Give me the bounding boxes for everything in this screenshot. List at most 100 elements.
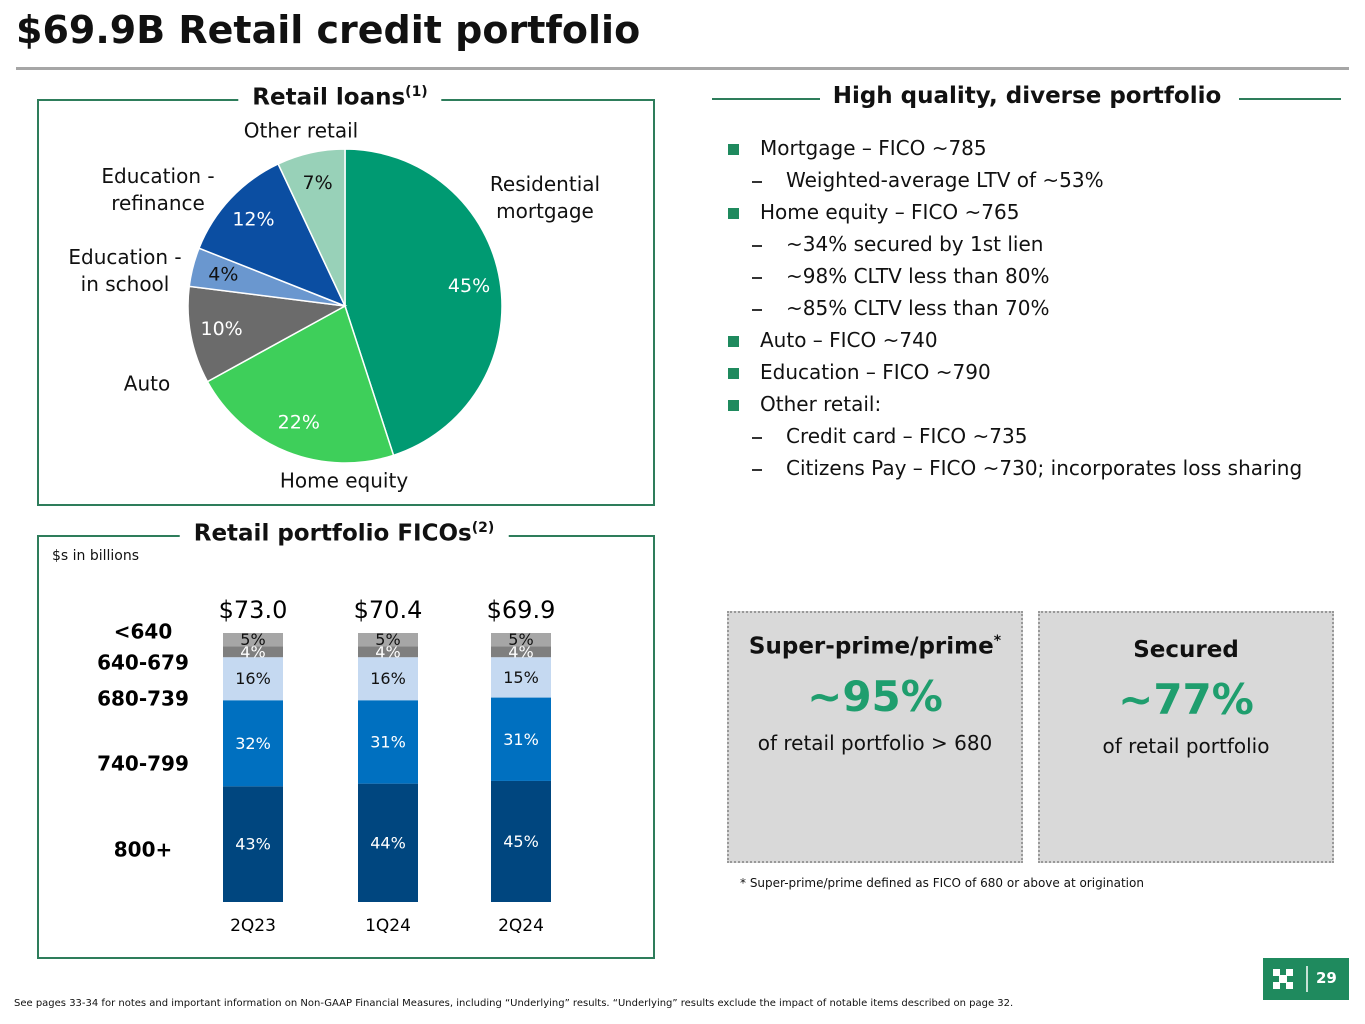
bar-segment [223,786,283,902]
segment-label: 31% [503,730,539,749]
bar-segment [491,780,551,902]
box-stat: ~77% [1118,675,1254,724]
legend-label: 640-679 [97,651,189,675]
segment-label: 4% [375,642,400,661]
bullet-text: Education – FICO ~790 [760,360,991,384]
bullet-dash [752,181,762,183]
box-caption: of retail portfolio [1102,734,1270,758]
title-text: Super-prime/prime [748,633,994,660]
box-footnote: * Super-prime/prime defined as FICO of 6… [740,876,1144,890]
bar-segment [358,700,418,784]
segment-label: 5% [240,630,265,649]
pie-slice [187,285,348,383]
segment-label: 43% [235,835,271,854]
pie-slice [344,148,503,457]
pie-chart: 45% 22% 10% 4% 12% 7% [187,148,503,464]
bullet-text: Auto – FICO ~740 [760,328,938,352]
slice-label: 10% [201,318,243,340]
bullet-dash [752,277,762,279]
pie-slice [198,162,347,308]
stack-total: $69.9 [487,596,556,624]
bullet-dash [752,469,762,471]
bar-segment [223,633,283,647]
bar-segment [491,657,551,698]
pie-slice [206,304,395,464]
footer-note: See pages 33-34 for notes and important … [14,998,1014,1009]
bullet-square [728,336,739,347]
title-text: Retail portfolio FICOs [193,520,472,547]
segment-label: 32% [235,734,271,753]
bar-segment [358,783,418,902]
bullet-square [728,144,739,155]
category-label: Residential mortgage [489,172,601,223]
category-label: Home equity [279,468,409,493]
category-label: Other retail [243,118,359,143]
bullet-text: ~34% secured by 1st lien [786,232,1044,256]
x-tick-label: 2Q24 [498,916,544,936]
box-title: Super-prime/prime* [729,633,1021,660]
stack-total: $70.4 [354,596,423,624]
bullet-text: Citizens Pay – FICO ~730; incorporates l… [786,456,1303,480]
bar-segment [223,646,283,658]
segment-label: 15% [503,668,539,687]
segment-label: 45% [503,832,539,851]
bullet-text: Weighted-average LTV of ~53% [786,168,1104,192]
slice-label: 22% [278,411,320,433]
segment-label: 31% [370,732,406,751]
stat-box: Super-prime/prime* ~95% of retail portfo… [727,611,1023,863]
category-label: Auto [123,371,171,396]
slice-label: 7% [303,172,333,194]
box-caption: of retail portfolio > 680 [757,730,993,755]
portfolio-heading: High quality, diverse portfolio [832,83,1222,109]
bar-segment [358,657,418,701]
bar-segment [358,646,418,658]
bullet-dash [752,437,762,439]
slide-title: $69.9B Retail credit portfolio [16,8,641,52]
category-label: Education - refinance [101,164,215,215]
bar-segment [491,646,551,658]
bullet-square [728,208,739,219]
bar-segment [358,633,418,647]
logo [1273,966,1308,992]
segment-label: 44% [370,833,406,852]
heading-rule [1239,98,1341,100]
segment-label: 4% [240,642,265,661]
bullet-square [728,400,739,411]
bullet-text: Mortgage – FICO ~785 [760,136,987,160]
bullet-square [728,368,739,379]
legend-label: 740-799 [97,752,189,776]
segment-label: 5% [375,630,400,649]
bullet-text: ~85% CLTV less than 70% [786,296,1050,320]
title-rule [16,67,1349,70]
slice-label: 4% [208,263,238,285]
slice-label: 12% [232,209,274,231]
bullet-text: Credit card – FICO ~735 [786,424,1028,448]
slice-label: 45% [448,275,490,297]
bullet-text: Other retail: [760,392,882,416]
bullet-dash [752,309,762,311]
stack-total: $73.0 [219,596,288,624]
box-stat: ~95% [807,671,943,721]
logo-badge: 29 [1263,958,1349,1000]
title-sup: (2) [471,520,495,536]
bullet-text: Home equity – FICO ~765 [760,200,1020,224]
segment-label: 5% [508,630,533,649]
legend-label: 800+ [114,838,173,862]
pie-slice [277,148,346,307]
category-label: Education - in school [68,245,182,296]
pie-title: Retail loans(1) [238,84,442,111]
box-title: Secured [1133,637,1239,663]
x-tick-label: 2Q23 [230,916,276,936]
bar-title: Retail portfolio FICOs(2) [179,520,509,547]
segment-label: 16% [370,669,406,688]
title-sup: (1) [405,84,428,100]
legend-label: 680-739 [97,687,189,711]
segment-label: 16% [235,669,271,688]
bullet-dash [752,245,762,247]
page-number: 29 [1316,969,1337,987]
bar-segment [491,697,551,781]
title-text: Retail loans [252,84,406,111]
bullet-text: ~98% CLTV less than 80% [786,264,1050,288]
legend-label: <640 [114,620,173,644]
